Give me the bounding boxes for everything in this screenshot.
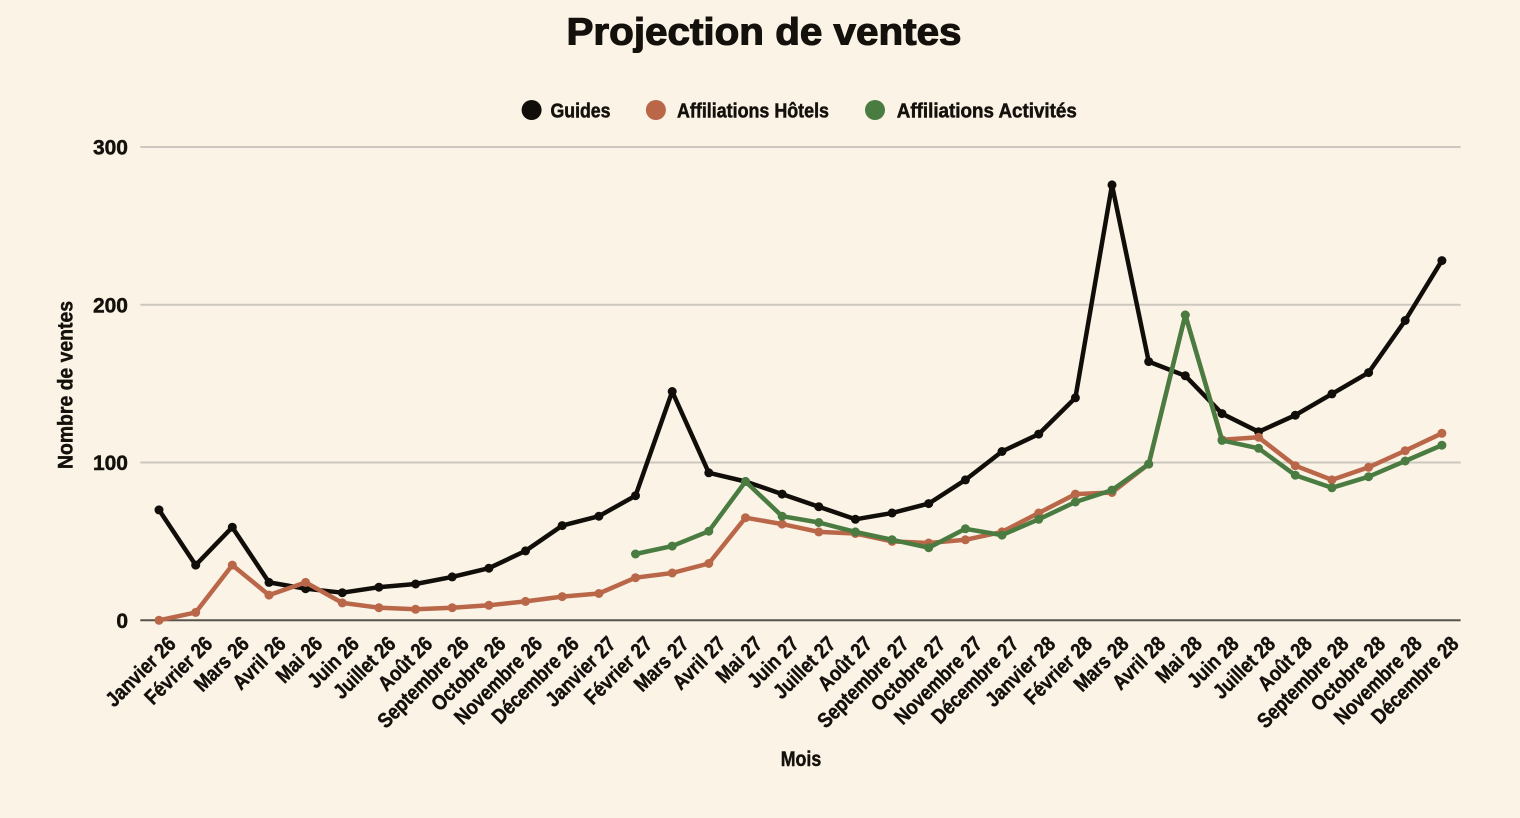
svg-text:Mois: Mois: [781, 748, 822, 771]
svg-text:0: 0: [116, 610, 128, 633]
svg-text:Affiliations Hôtels: Affiliations Hôtels: [677, 101, 829, 123]
svg-text:Nombre de ventes: Nombre de ventes: [55, 301, 78, 469]
svg-text:300: 300: [93, 137, 128, 160]
svg-text:200: 200: [93, 294, 128, 317]
svg-text:Guides: Guides: [551, 101, 611, 123]
svg-text:Affiliations Activités: Affiliations Activités: [897, 101, 1077, 123]
svg-text:Projection de ventes: Projection de ventes: [567, 12, 962, 54]
svg-text:100: 100: [93, 452, 128, 475]
